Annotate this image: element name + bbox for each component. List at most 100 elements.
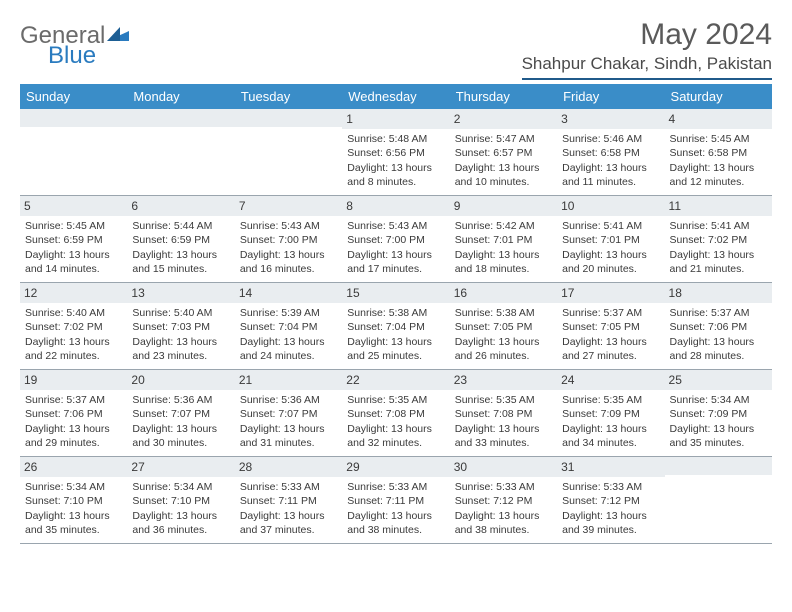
sunset-text: Sunset: 6:59 PM — [132, 233, 229, 247]
sunset-text: Sunset: 7:04 PM — [240, 320, 337, 334]
day-number: 28 — [235, 457, 342, 477]
sunset-text: Sunset: 7:01 PM — [455, 233, 552, 247]
calendar-cell: 8Sunrise: 5:43 AMSunset: 7:00 PMDaylight… — [342, 196, 449, 282]
daylight-text: Daylight: 13 hours and 11 minutes. — [562, 161, 659, 189]
sunrise-text: Sunrise: 5:40 AM — [132, 306, 229, 320]
day-number: 8 — [342, 196, 449, 216]
daylight-text: Daylight: 13 hours and 36 minutes. — [132, 509, 229, 537]
calendar-cell: 12Sunrise: 5:40 AMSunset: 7:02 PMDayligh… — [20, 283, 127, 369]
sunset-text: Sunset: 7:08 PM — [455, 407, 552, 421]
sunrise-text: Sunrise: 5:43 AM — [240, 219, 337, 233]
daylight-text: Daylight: 13 hours and 32 minutes. — [347, 422, 444, 450]
calendar-cell: 4Sunrise: 5:45 AMSunset: 6:58 PMDaylight… — [665, 109, 772, 195]
calendar-cell: 30Sunrise: 5:33 AMSunset: 7:12 PMDayligh… — [450, 457, 557, 543]
calendar-cell: 6Sunrise: 5:44 AMSunset: 6:59 PMDaylight… — [127, 196, 234, 282]
calendar-week-row: 1Sunrise: 5:48 AMSunset: 6:56 PMDaylight… — [20, 109, 772, 196]
day-number: 7 — [235, 196, 342, 216]
calendar-cell: 14Sunrise: 5:39 AMSunset: 7:04 PMDayligh… — [235, 283, 342, 369]
calendar-cell: 18Sunrise: 5:37 AMSunset: 7:06 PMDayligh… — [665, 283, 772, 369]
daylight-text: Daylight: 13 hours and 21 minutes. — [670, 248, 767, 276]
sunset-text: Sunset: 7:03 PM — [132, 320, 229, 334]
calendar-cell: 10Sunrise: 5:41 AMSunset: 7:01 PMDayligh… — [557, 196, 664, 282]
calendar-cell: 1Sunrise: 5:48 AMSunset: 6:56 PMDaylight… — [342, 109, 449, 195]
daylight-text: Daylight: 13 hours and 15 minutes. — [132, 248, 229, 276]
sunset-text: Sunset: 6:58 PM — [562, 146, 659, 160]
calendar-cell: 2Sunrise: 5:47 AMSunset: 6:57 PMDaylight… — [450, 109, 557, 195]
sunrise-text: Sunrise: 5:34 AM — [670, 393, 767, 407]
sunrise-text: Sunrise: 5:41 AM — [562, 219, 659, 233]
sunset-text: Sunset: 7:09 PM — [562, 407, 659, 421]
calendar-week-row: 12Sunrise: 5:40 AMSunset: 7:02 PMDayligh… — [20, 283, 772, 370]
calendar-cell: 19Sunrise: 5:37 AMSunset: 7:06 PMDayligh… — [20, 370, 127, 456]
calendar-cell — [20, 109, 127, 195]
calendar-cell: 9Sunrise: 5:42 AMSunset: 7:01 PMDaylight… — [450, 196, 557, 282]
sunrise-text: Sunrise: 5:48 AM — [347, 132, 444, 146]
sunset-text: Sunset: 6:57 PM — [455, 146, 552, 160]
sunrise-text: Sunrise: 5:37 AM — [670, 306, 767, 320]
location-label: Shahpur Chakar, Sindh, Pakistan — [522, 54, 772, 80]
sunrise-text: Sunrise: 5:45 AM — [670, 132, 767, 146]
daylight-text: Daylight: 13 hours and 31 minutes. — [240, 422, 337, 450]
day-number: 14 — [235, 283, 342, 303]
day-number: 24 — [557, 370, 664, 390]
weekday-thursday: Thursday — [450, 84, 557, 109]
sunrise-text: Sunrise: 5:43 AM — [347, 219, 444, 233]
day-number: 2 — [450, 109, 557, 129]
day-number: 18 — [665, 283, 772, 303]
daylight-text: Daylight: 13 hours and 18 minutes. — [455, 248, 552, 276]
calendar-cell: 28Sunrise: 5:33 AMSunset: 7:11 PMDayligh… — [235, 457, 342, 543]
sunset-text: Sunset: 7:05 PM — [455, 320, 552, 334]
daylight-text: Daylight: 13 hours and 25 minutes. — [347, 335, 444, 363]
empty-day — [20, 109, 127, 127]
sunset-text: Sunset: 7:05 PM — [562, 320, 659, 334]
day-number: 1 — [342, 109, 449, 129]
daylight-text: Daylight: 13 hours and 33 minutes. — [455, 422, 552, 450]
day-number: 21 — [235, 370, 342, 390]
weekday-wednesday: Wednesday — [342, 84, 449, 109]
calendar-cell: 11Sunrise: 5:41 AMSunset: 7:02 PMDayligh… — [665, 196, 772, 282]
sunset-text: Sunset: 7:02 PM — [670, 233, 767, 247]
sunrise-text: Sunrise: 5:35 AM — [347, 393, 444, 407]
day-number: 4 — [665, 109, 772, 129]
sunrise-text: Sunrise: 5:34 AM — [132, 480, 229, 494]
sunrise-text: Sunrise: 5:47 AM — [455, 132, 552, 146]
day-number: 22 — [342, 370, 449, 390]
calendar-cell — [665, 457, 772, 543]
sunrise-text: Sunrise: 5:39 AM — [240, 306, 337, 320]
sunset-text: Sunset: 7:11 PM — [240, 494, 337, 508]
day-number: 6 — [127, 196, 234, 216]
daylight-text: Daylight: 13 hours and 26 minutes. — [455, 335, 552, 363]
sunset-text: Sunset: 7:00 PM — [240, 233, 337, 247]
day-number: 31 — [557, 457, 664, 477]
sunrise-text: Sunrise: 5:36 AM — [132, 393, 229, 407]
logo-flag-icon — [107, 22, 129, 46]
sunset-text: Sunset: 7:12 PM — [562, 494, 659, 508]
month-title: May 2024 — [522, 18, 772, 52]
weekday-sunday: Sunday — [20, 84, 127, 109]
calendar-cell: 24Sunrise: 5:35 AMSunset: 7:09 PMDayligh… — [557, 370, 664, 456]
day-number: 30 — [450, 457, 557, 477]
day-number: 26 — [20, 457, 127, 477]
calendar-cell: 27Sunrise: 5:34 AMSunset: 7:10 PMDayligh… — [127, 457, 234, 543]
daylight-text: Daylight: 13 hours and 38 minutes. — [455, 509, 552, 537]
calendar-cell: 26Sunrise: 5:34 AMSunset: 7:10 PMDayligh… — [20, 457, 127, 543]
day-number: 16 — [450, 283, 557, 303]
calendar-cell: 15Sunrise: 5:38 AMSunset: 7:04 PMDayligh… — [342, 283, 449, 369]
sunset-text: Sunset: 7:10 PM — [132, 494, 229, 508]
day-number: 29 — [342, 457, 449, 477]
sunrise-text: Sunrise: 5:37 AM — [562, 306, 659, 320]
sunset-text: Sunset: 7:09 PM — [670, 407, 767, 421]
daylight-text: Daylight: 13 hours and 29 minutes. — [25, 422, 122, 450]
daylight-text: Daylight: 13 hours and 23 minutes. — [132, 335, 229, 363]
sunrise-text: Sunrise: 5:36 AM — [240, 393, 337, 407]
page-header: GeneralBlue May 2024 Shahpur Chakar, Sin… — [20, 18, 772, 80]
sunrise-text: Sunrise: 5:38 AM — [347, 306, 444, 320]
calendar-week-row: 26Sunrise: 5:34 AMSunset: 7:10 PMDayligh… — [20, 457, 772, 544]
day-number: 25 — [665, 370, 772, 390]
sunset-text: Sunset: 7:06 PM — [25, 407, 122, 421]
day-number: 19 — [20, 370, 127, 390]
daylight-text: Daylight: 13 hours and 22 minutes. — [25, 335, 122, 363]
calendar-cell: 25Sunrise: 5:34 AMSunset: 7:09 PMDayligh… — [665, 370, 772, 456]
day-number: 15 — [342, 283, 449, 303]
daylight-text: Daylight: 13 hours and 20 minutes. — [562, 248, 659, 276]
